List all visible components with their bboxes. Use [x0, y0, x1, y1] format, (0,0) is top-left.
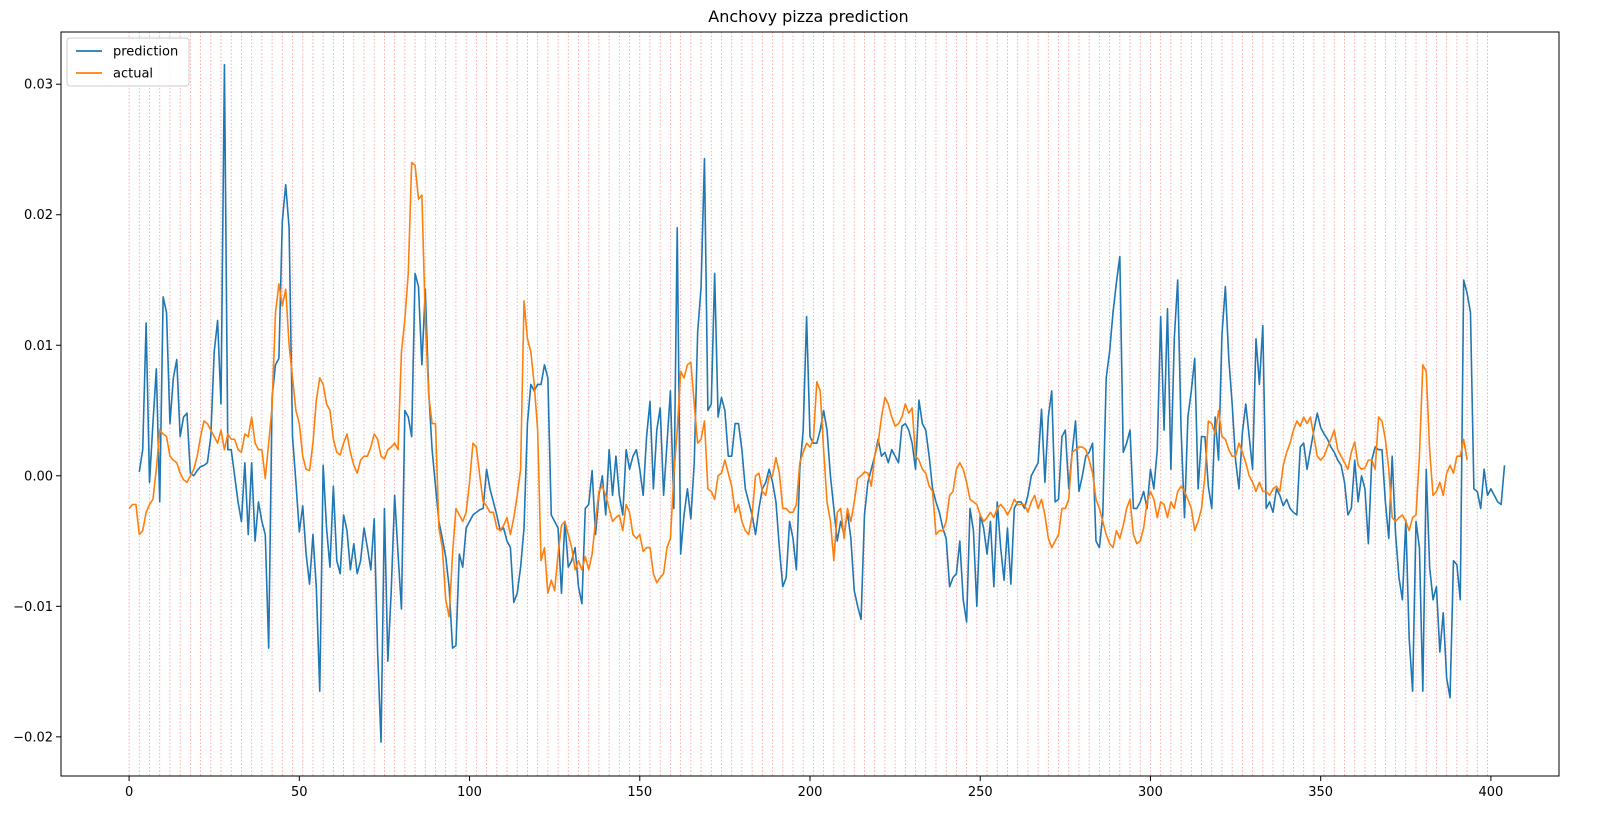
x-tick-label: 50	[291, 785, 308, 800]
x-tick-label: 350	[1308, 785, 1333, 800]
y-tick-label: −0.02	[13, 730, 53, 745]
y-tick-label: −0.01	[13, 600, 53, 615]
legend-label-actual: actual	[113, 67, 153, 82]
x-tick-label: 400	[1478, 785, 1503, 800]
legend: prediction actual	[66, 37, 190, 87]
y-tick-label: 0.01	[24, 339, 53, 354]
y-axis: −0.02 −0.01 0.00 0.01 0.02 0.03	[13, 78, 61, 745]
chart-title: Anchovy pizza prediction	[708, 7, 908, 26]
legend-box	[66, 37, 190, 87]
x-tick-label: 0	[125, 785, 133, 800]
y-tick-label: 0.03	[24, 78, 53, 93]
x-tick-label: 200	[798, 785, 823, 800]
x-tick-label: 150	[627, 785, 652, 800]
series-lines	[128, 63, 1506, 743]
legend-label-prediction: prediction	[113, 45, 178, 60]
y-tick-label: 0.02	[24, 208, 53, 223]
x-tick-label: 100	[457, 785, 482, 800]
series-line-actual	[128, 161, 1468, 618]
x-tick-label: 300	[1138, 785, 1163, 800]
x-tick-label: 250	[968, 785, 993, 800]
y-tick-label: 0.00	[24, 469, 53, 484]
x-axis: 0 50 100 150 200 250 300 350 400	[125, 776, 1503, 800]
